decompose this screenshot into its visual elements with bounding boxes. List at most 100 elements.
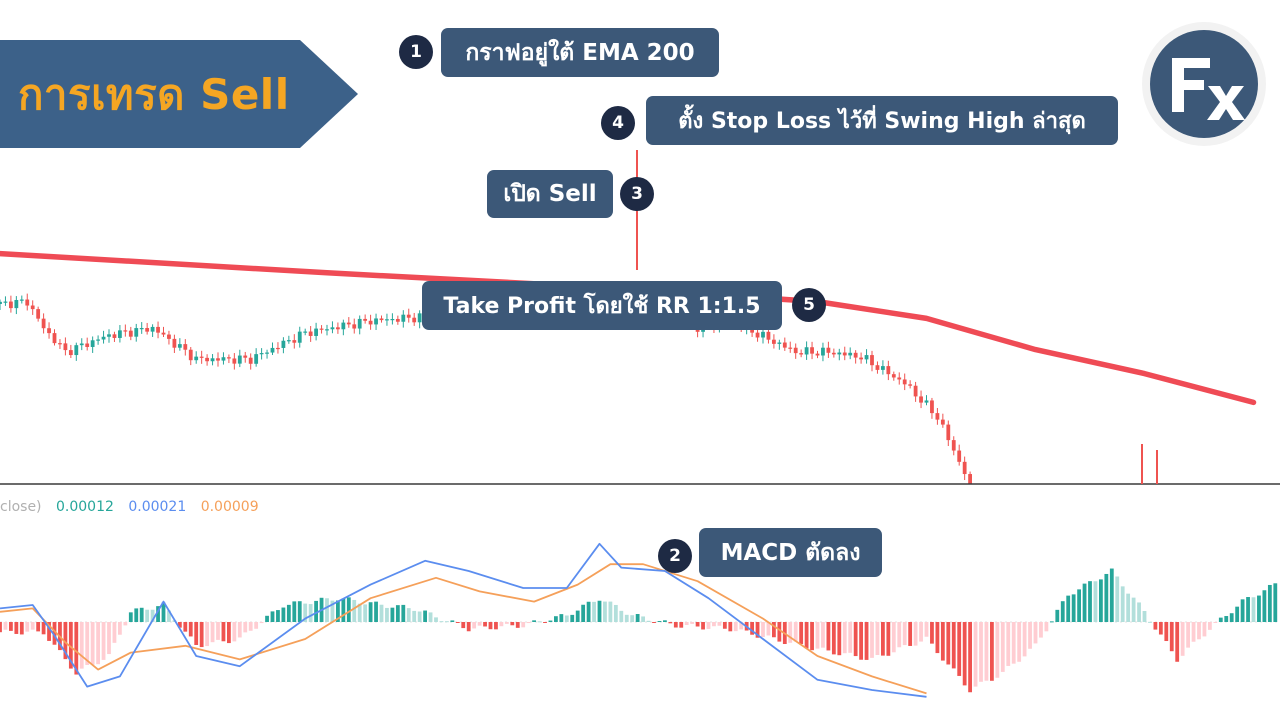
- candle: [270, 342, 275, 356]
- histogram-bar: [973, 622, 978, 687]
- candle: [79, 338, 84, 351]
- histogram-bar: [1191, 622, 1196, 642]
- ema-200-line: [0, 250, 1257, 406]
- histogram-bar: [90, 622, 95, 665]
- histogram-bar: [570, 614, 575, 622]
- histogram-bar: [1224, 616, 1229, 622]
- histogram-bar: [548, 620, 553, 622]
- histogram-bar: [68, 622, 73, 669]
- candle: [379, 315, 384, 323]
- histogram-bar: [303, 603, 308, 622]
- histogram-bar: [1126, 593, 1131, 622]
- candle: [951, 436, 956, 456]
- histogram-bar: [995, 622, 1000, 678]
- histogram-bar: [504, 622, 509, 624]
- histogram-bar: [19, 622, 24, 635]
- candle: [788, 341, 793, 353]
- candle: [821, 342, 825, 362]
- histogram-bar: [935, 622, 940, 654]
- histogram-bar: [641, 616, 645, 622]
- histogram-bar: [979, 622, 983, 682]
- histogram-bar: [385, 607, 389, 622]
- candle: [761, 328, 765, 344]
- banner-title: การเทรด Sell: [18, 70, 290, 119]
- histogram-bar: [848, 622, 853, 653]
- histogram-bar: [635, 614, 640, 622]
- histogram-bar: [510, 622, 515, 626]
- histogram-bar: [1028, 622, 1032, 649]
- histogram-bar: [1218, 617, 1223, 622]
- histogram-bar: [968, 622, 972, 693]
- candle: [118, 325, 122, 343]
- candle: [303, 328, 308, 336]
- histogram-bar: [1104, 573, 1109, 622]
- histogram-bar: [466, 622, 471, 632]
- signal-line: [0, 563, 927, 695]
- candle: [14, 296, 19, 315]
- histogram-bar: [1049, 621, 1054, 623]
- histogram-bar: [205, 622, 209, 647]
- candle: [864, 349, 869, 364]
- candle: [112, 331, 117, 342]
- histogram-bar: [1137, 602, 1141, 622]
- histogram-bar: [52, 622, 57, 645]
- histogram-bar: [532, 620, 536, 622]
- candle: [782, 337, 787, 351]
- candle: [237, 349, 242, 368]
- histogram-bar: [36, 622, 41, 632]
- histogram-bar: [940, 622, 945, 661]
- histogram-bar: [695, 622, 700, 627]
- histogram-bar: [881, 622, 885, 656]
- histogram-bar: [156, 606, 160, 622]
- histogram-bar: [673, 622, 678, 628]
- histogram-bar: [613, 604, 618, 622]
- candle: [385, 313, 389, 326]
- histogram-bar: [14, 622, 19, 634]
- histogram-bar: [810, 622, 814, 651]
- histogram-bar: [581, 604, 586, 622]
- histogram-bar: [875, 622, 880, 655]
- candle: [221, 352, 226, 365]
- histogram-bar: [9, 622, 13, 631]
- histogram-bar: [368, 602, 373, 622]
- candle: [924, 395, 929, 406]
- histogram-bar: [1262, 590, 1267, 622]
- histogram-bar: [1142, 611, 1147, 622]
- candle: [799, 349, 804, 358]
- histogram-bar: [1213, 622, 1218, 623]
- candle: [286, 335, 291, 344]
- histogram-bar: [445, 621, 449, 623]
- histogram-bar: [1055, 609, 1060, 622]
- histogram-bar: [646, 620, 651, 622]
- histogram-bar: [842, 622, 847, 654]
- candle: [417, 310, 422, 329]
- histogram-bar: [1060, 601, 1065, 622]
- candle: [216, 352, 220, 367]
- macd-lines-layer: [0, 542, 927, 698]
- histogram-bar: [150, 609, 155, 622]
- candle: [848, 347, 853, 360]
- candle: [870, 350, 874, 372]
- callout-2-badge: 2: [658, 539, 692, 573]
- candle: [172, 334, 177, 353]
- histogram-bar: [630, 615, 635, 622]
- candle: [276, 342, 280, 354]
- histogram-bar: [1077, 589, 1081, 622]
- macd-line: [0, 542, 927, 698]
- histogram-bar: [957, 622, 962, 676]
- histogram-bar: [483, 622, 487, 627]
- candle: [930, 397, 934, 419]
- histogram-bar: [1235, 606, 1240, 622]
- histogram-bar: [357, 603, 362, 622]
- histogram-bar: [919, 622, 923, 642]
- histogram-bar: [962, 622, 967, 686]
- candle: [123, 324, 128, 337]
- macd-histogram: [0, 568, 1278, 693]
- candle: [902, 373, 907, 391]
- histogram-bar: [608, 601, 613, 622]
- histogram-bar: [216, 622, 220, 640]
- histogram-bar: [85, 622, 90, 665]
- candle: [254, 348, 259, 367]
- histogram-bar: [363, 604, 368, 622]
- histogram-bar: [722, 622, 727, 629]
